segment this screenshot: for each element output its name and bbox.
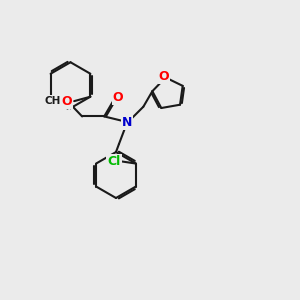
Text: O: O xyxy=(159,70,170,83)
Text: O: O xyxy=(113,91,123,104)
Text: O: O xyxy=(61,94,72,108)
Text: N: N xyxy=(122,116,132,129)
Text: Cl: Cl xyxy=(107,155,121,168)
Text: CH₃: CH₃ xyxy=(45,95,66,106)
